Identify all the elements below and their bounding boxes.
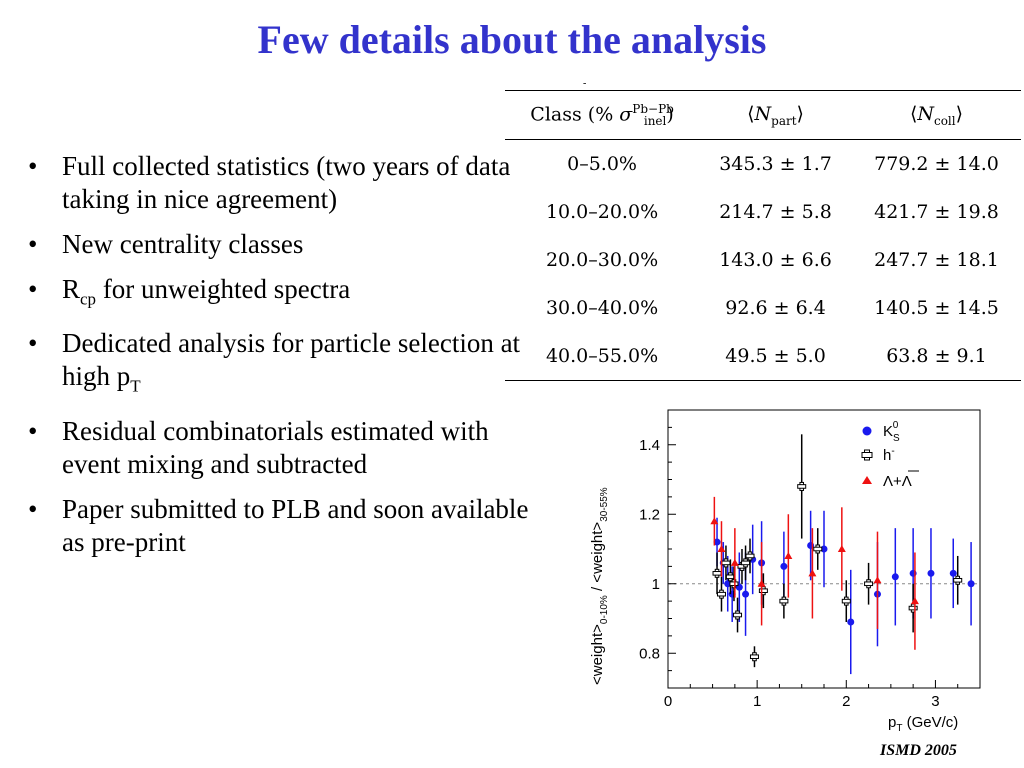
legend-marker-lambda <box>862 476 872 484</box>
data-point <box>847 618 855 626</box>
bullet-text: R <box>62 274 81 304</box>
footer-conference: ISMD 2005 <box>880 742 957 759</box>
bullet-list: • Full collected statistics (two years of… <box>22 150 542 571</box>
legend-label-k0s: KS0 <box>883 420 900 444</box>
table-row: 10.0–20.0% 214.7 ± 5.8 421.7 ± 19.8 <box>505 188 1021 236</box>
data-point <box>808 569 817 577</box>
table-tick: - <box>583 78 587 89</box>
table-row: 30.0–40.0% 92.6 ± 6.4 140.5 ± 14.5 <box>505 284 1021 332</box>
series-triangle <box>710 496 919 650</box>
cell-class: 20.0–30.0% <box>545 249 659 271</box>
data-point <box>784 551 793 559</box>
y-tick-label: 1 <box>652 576 660 593</box>
data-point <box>910 597 919 605</box>
cell-class: 40.0–55.0% <box>545 345 659 367</box>
data-point <box>967 580 975 588</box>
cell-npart: 214.7 ± 5.8 <box>719 201 832 223</box>
data-point <box>742 590 750 598</box>
cell-npart: 345.3 ± 1.7 <box>719 153 832 175</box>
cell-ncoll: 779.2 ± 14.0 <box>874 153 999 175</box>
legend-marker-k0s <box>862 426 872 436</box>
data-point <box>730 558 739 566</box>
legend-label-lambda: Λ+Λ <box>883 473 912 490</box>
bullet-text: Full collected statistics (two years of … <box>62 151 511 214</box>
data-point <box>949 569 957 577</box>
data-point <box>837 545 846 552</box>
cell-npart: 143.0 ± 6.6 <box>719 249 832 271</box>
bullet-item: • Dedicated analysis for particle selecti… <box>28 328 521 396</box>
table-row: 0–5.0% 345.3 ± 1.7 779.2 ± 14.0 <box>505 140 1021 189</box>
header-ncoll: ⟨Ncoll⟩ <box>909 102 964 128</box>
data-point <box>716 589 726 599</box>
cell-ncoll: 140.5 ± 14.5 <box>874 297 999 319</box>
weight-ratio-chart: 0 1 2 3 0.8 1 1.2 1.4 pT (GeV/c) <weight>0-10% … <box>589 409 981 734</box>
data-point <box>733 610 743 620</box>
table-header-row: Class (% σPb−Pbinel) ⟨Npart⟩ ⟨Ncoll⟩ <box>505 90 1021 140</box>
legend-label-hminus: h- <box>883 446 895 464</box>
bullet-item: • Full collected statistics (two years of… <box>28 151 511 214</box>
bullet-text: Paper submitted to PLB and soon availabl… <box>62 493 529 557</box>
y-tick-label: 0.8 <box>639 645 660 662</box>
series-open-cross <box>712 434 963 668</box>
chart-legend: KS0 h- Λ+Λ <box>861 420 919 490</box>
x-tick-label: 3 <box>931 693 939 710</box>
data-point <box>864 579 874 589</box>
data-point <box>797 481 807 491</box>
data-point <box>873 576 882 584</box>
data-series-layer <box>710 434 975 675</box>
data-point <box>729 579 739 589</box>
data-point <box>710 517 719 525</box>
bullet-text: Dedicated analysis for particle selectio… <box>62 328 521 392</box>
bullet-sub: cp <box>80 289 97 309</box>
bullet-text: for unweighted spectra <box>96 274 351 304</box>
bullet-item: • New centrality classes <box>28 229 304 259</box>
cell-ncoll: 63.8 ± 9.1 <box>886 345 987 367</box>
data-point <box>713 538 721 546</box>
bullet-text: Residual combinatorials estimated with e… <box>62 415 489 479</box>
data-point <box>908 603 918 613</box>
series-circle <box>713 510 975 675</box>
bullet-sub: T <box>130 376 141 396</box>
data-point <box>757 579 766 587</box>
data-point <box>953 575 963 585</box>
bullet-item: • Paper submitted to PLB and soon availab… <box>28 493 529 557</box>
data-point <box>927 569 935 577</box>
bullet-text: New centrality classes <box>62 229 304 259</box>
cell-class: 10.0–20.0% <box>545 201 659 223</box>
x-tick-label: 0 <box>664 693 672 710</box>
cell-ncoll: 247.7 ± 18.1 <box>874 249 999 271</box>
y-axis-title: <weight>0-10% / <weight>30-55% <box>589 487 610 685</box>
bullet-item: • Rcp for unweighted spectra <box>28 274 351 309</box>
cell-class: 30.0–40.0% <box>545 297 659 319</box>
legend-marker-hminus <box>861 449 873 461</box>
cell-class: 0–5.0% <box>567 153 637 175</box>
data-point <box>891 573 899 581</box>
data-point <box>841 596 851 606</box>
table-row: 40.0–55.0% 49.5 ± 5.0 63.8 ± 9.1 <box>505 332 1021 381</box>
cell-npart: 49.5 ± 5.0 <box>725 345 826 367</box>
cell-ncoll: 421.7 ± 19.8 <box>874 201 999 223</box>
header-class: Class (% σPb−Pbinel) <box>530 101 674 129</box>
data-point <box>717 545 726 552</box>
data-point <box>745 551 755 561</box>
data-point <box>780 562 788 570</box>
data-point <box>758 586 768 596</box>
axis-ticks: 0 1 2 3 0.8 1 1.2 1.4 <box>639 426 959 710</box>
data-point <box>712 568 722 578</box>
slide-title: Few details about the analysis <box>257 17 767 62</box>
y-tick-label: 1.4 <box>639 437 660 454</box>
table-row: 20.0–30.0% 143.0 ± 6.6 247.7 ± 18.1 <box>505 236 1021 284</box>
x-tick-label: 1 <box>753 693 761 710</box>
centrality-table: Class (% σPb−Pbinel) ⟨Npart⟩ ⟨Ncoll⟩ 0–5… <box>505 90 1021 381</box>
y-tick-label: 1.2 <box>639 506 660 523</box>
data-point <box>813 544 823 554</box>
header-npart: ⟨Npart⟩ <box>747 102 804 128</box>
cell-npart: 92.6 ± 6.4 <box>725 297 826 319</box>
x-tick-label: 2 <box>842 693 850 710</box>
data-point <box>779 596 789 606</box>
x-axis-title: pT (GeV/c) <box>888 714 958 734</box>
data-point <box>749 652 759 662</box>
bullet-item: • Residual combinatorials estimated with … <box>28 415 489 479</box>
